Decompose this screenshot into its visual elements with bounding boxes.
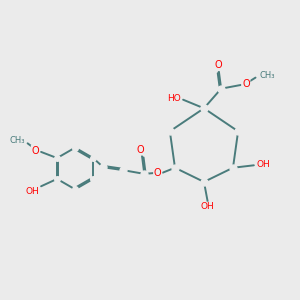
Text: OH: OH xyxy=(26,187,39,196)
Text: O: O xyxy=(242,79,250,89)
Text: O: O xyxy=(154,168,161,178)
Text: O: O xyxy=(215,60,223,70)
Text: O: O xyxy=(137,145,144,155)
Text: OH: OH xyxy=(257,160,271,169)
Text: CH₃: CH₃ xyxy=(259,71,275,80)
Text: CH₃: CH₃ xyxy=(10,136,25,145)
Text: OH: OH xyxy=(201,202,214,211)
Text: O: O xyxy=(32,146,39,156)
Text: HO: HO xyxy=(167,94,181,103)
